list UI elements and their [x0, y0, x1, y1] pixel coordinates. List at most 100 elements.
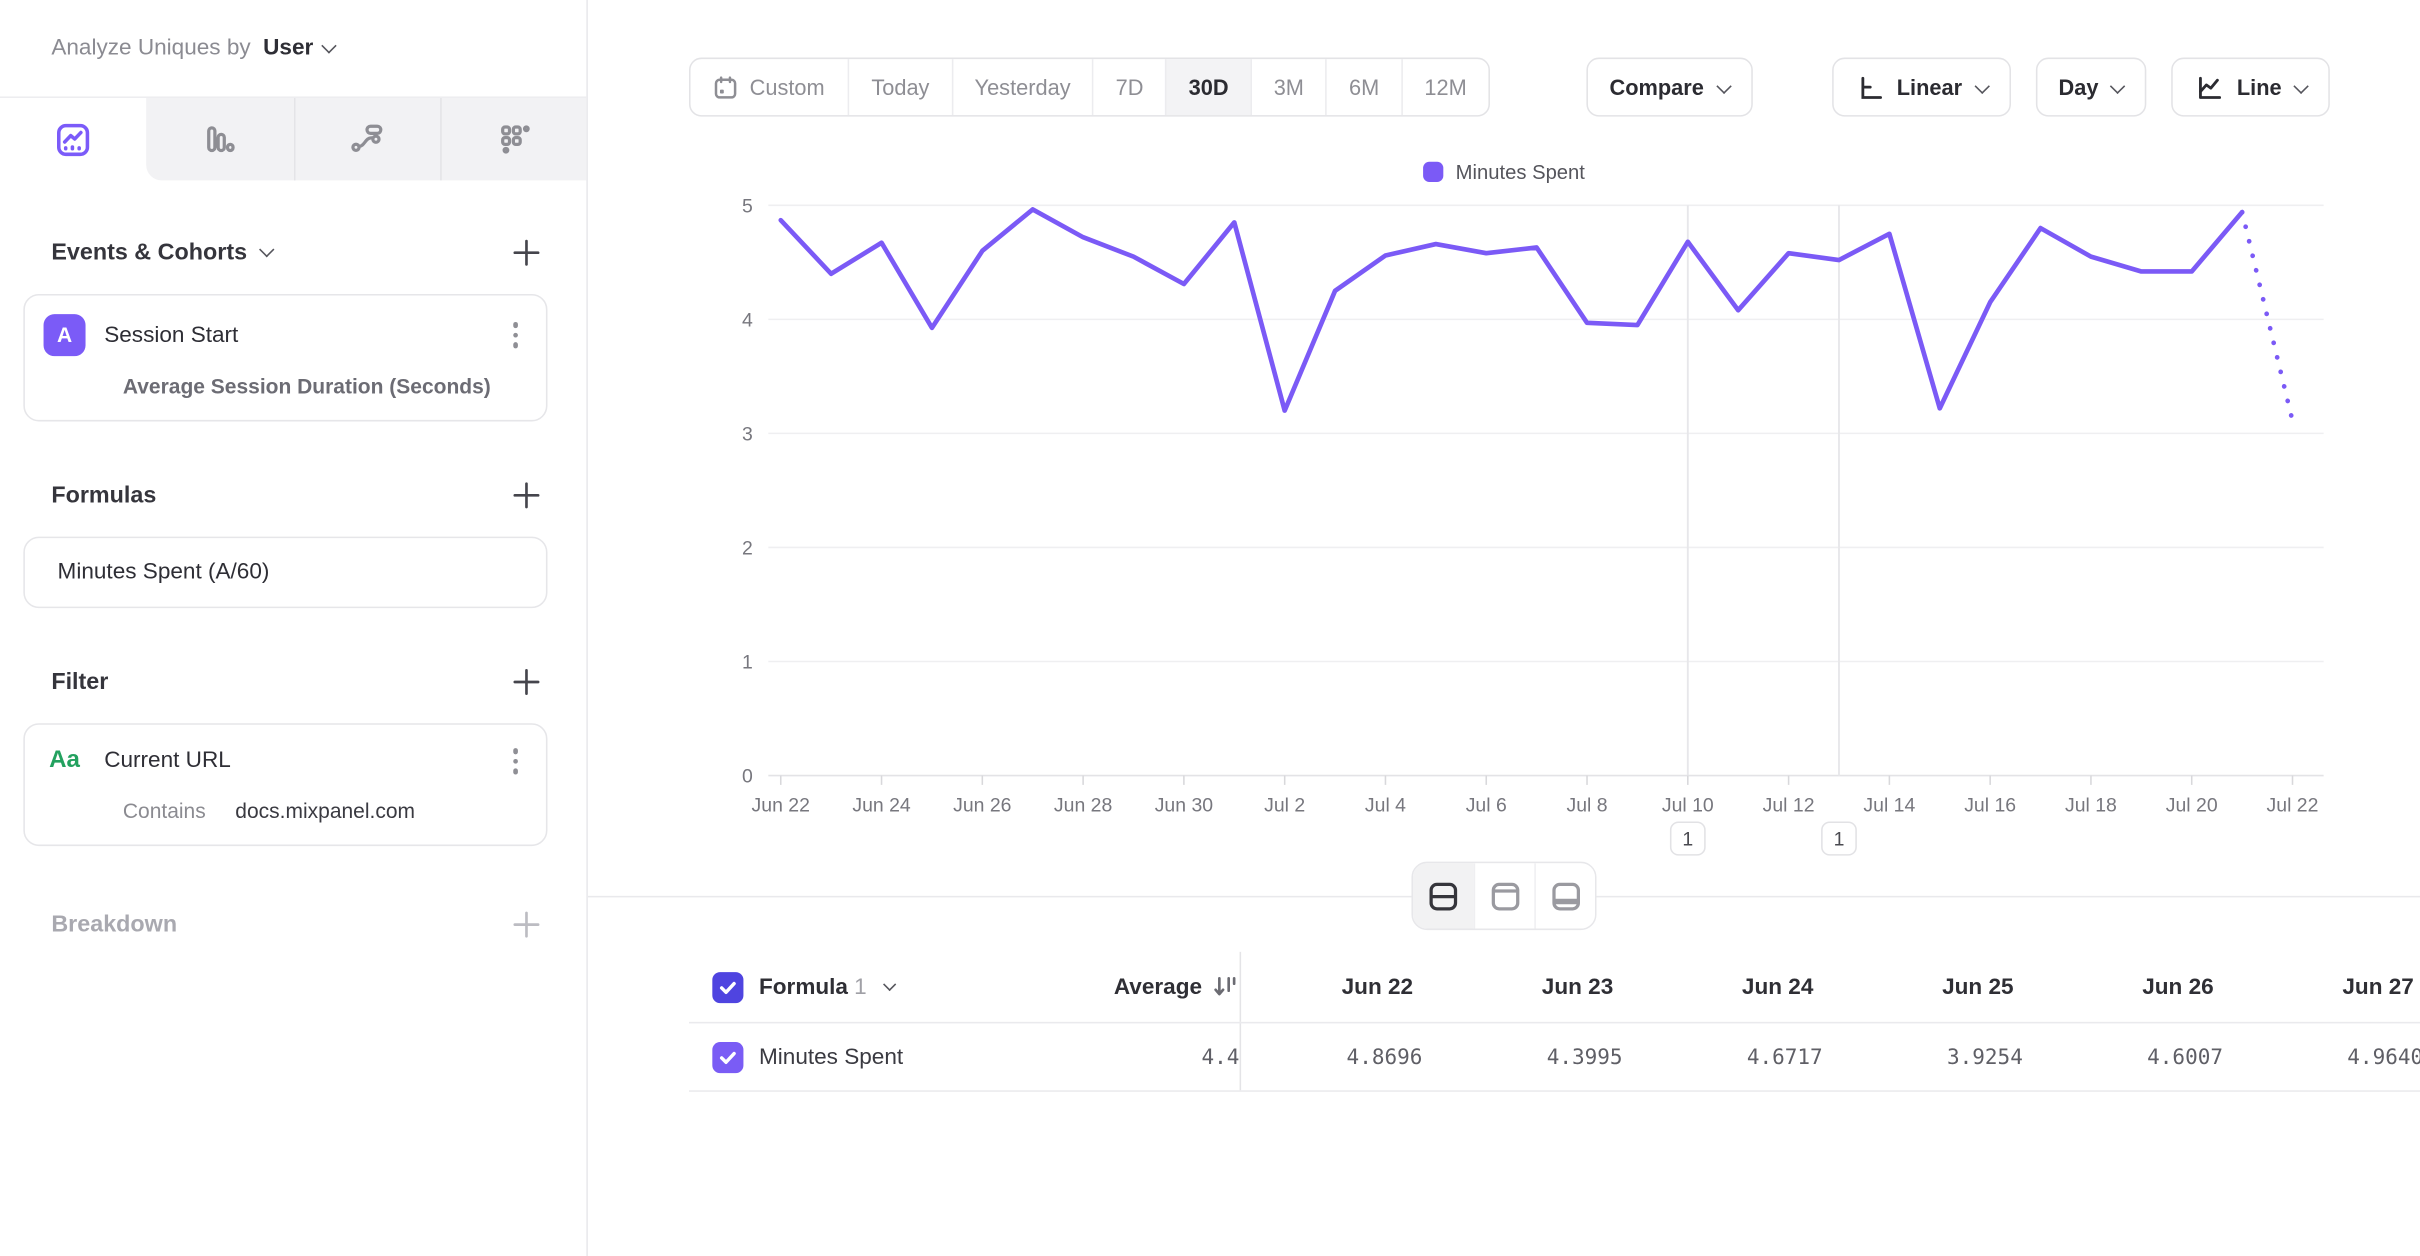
range-option-6m[interactable]: 6M — [1325, 59, 1401, 116]
x-axis-label-jul-8: Jul 8 — [1566, 794, 1607, 816]
results-table: Formula 1 Average Jun 22 Jun 23 Jun 24 Jun 2… — [688, 951, 2420, 1092]
filter-operator[interactable]: Contains — [122, 798, 206, 822]
split-view-icon — [1429, 882, 1458, 910]
cell-value-jun-22: 4.8696 — [1346, 1044, 1423, 1070]
layout-chart-view-button[interactable] — [1473, 863, 1535, 929]
column-header-jun-26[interactable]: Jun 26 — [2142, 974, 2214, 1000]
date-range-segmented-control: Custom Today Yesterday 7D 30D 3M 6M 12M — [688, 57, 1491, 117]
events-section-title-wrap[interactable]: Events & Cohorts — [51, 239, 275, 265]
x-axis-label-jun-22: Jun 22 — [752, 794, 810, 816]
check-icon — [719, 981, 736, 994]
formula-checkbox[interactable] — [712, 971, 744, 1003]
tab-insights-line[interactable] — [0, 98, 147, 180]
add-event-button[interactable] — [509, 235, 543, 269]
event-card-session-start[interactable]: A Session Start Average Session Duration… — [23, 293, 548, 422]
add-formula-button[interactable] — [509, 477, 543, 511]
insights-line-chart-icon — [57, 123, 90, 156]
layout-table-view-button[interactable] — [1534, 863, 1595, 929]
filter-section-title: Filter — [51, 668, 109, 695]
tab-flows[interactable] — [293, 97, 440, 181]
column-header-jun-22[interactable]: Jun 22 — [1341, 974, 1414, 1000]
annotation-badge-1 — [1821, 821, 1857, 856]
formulas-section-title: Formulas — [51, 481, 157, 508]
formula-header-dropdown[interactable]: Formula 1 — [759, 974, 867, 999]
add-filter-button[interactable] — [509, 664, 543, 698]
chart-type-dropdown[interactable]: Line — [2171, 57, 2330, 117]
x-axis-label-jun-28: Jun 28 — [1054, 794, 1112, 816]
formulas-section-header: Formulas — [23, 477, 547, 511]
layout-split-view-button[interactable] — [1412, 863, 1474, 929]
range-option-30d[interactable]: 30D — [1165, 59, 1251, 116]
annotation-badge-label-0[interactable]: 1 — [1682, 829, 1693, 851]
event-options-kebab-icon[interactable] — [503, 318, 527, 353]
interval-dropdown[interactable]: Day — [2035, 57, 2147, 117]
calendar-icon — [714, 75, 737, 98]
average-value: 4.4 — [1201, 1044, 1240, 1070]
range-option-7d[interactable]: 7D — [1092, 59, 1165, 116]
range-option-yesterday[interactable]: Yesterday — [951, 59, 1092, 116]
column-header-jun-23[interactable]: Jun 23 — [1541, 974, 1614, 1000]
table-view-icon — [1551, 882, 1580, 910]
plus-icon — [512, 238, 539, 265]
formula-card[interactable]: Minutes Spent (A/60) — [23, 536, 548, 609]
chart-legend: Minutes Spent — [588, 160, 2420, 184]
breakdown-section-header: Breakdown — [23, 908, 547, 942]
chevron-down-icon — [1715, 77, 1731, 94]
series-line-incomplete-segment — [2239, 209, 2295, 424]
series-checkbox[interactable] — [712, 1041, 744, 1073]
y-axis-label-5: 5 — [742, 195, 753, 217]
scale-dropdown[interactable]: Linear — [1831, 57, 2011, 117]
column-header-jun-25[interactable]: Jun 25 — [1942, 974, 2014, 1000]
table-data-row[interactable]: Minutes Spent 4.4 4.8696 4.3995 4.6717 3.92… — [688, 1023, 2420, 1092]
compare-button[interactable]: Compare — [1586, 57, 1753, 117]
series-line-minutes-spent — [778, 207, 2245, 413]
formula-name: Minutes Spent (A/60) — [57, 559, 270, 585]
report-main: Custom Today Yesterday 7D 30D 3M 6M 12M Compare… — [587, 0, 2420, 1256]
bar-chart-icon — [206, 126, 235, 153]
visualization-tabs — [0, 96, 587, 181]
analyze-by-dropdown[interactable]: User — [263, 36, 338, 61]
filter-property-name: Current URL — [104, 748, 231, 774]
flows-icon — [350, 124, 382, 152]
tab-grid-metrics[interactable] — [439, 97, 587, 181]
annotation-badge-label-1[interactable]: 1 — [1834, 829, 1845, 851]
sort-descending-icon[interactable] — [1213, 974, 1239, 1000]
column-header-jun-27[interactable]: Jun 27 — [2342, 974, 2414, 1000]
compare-label: Compare — [1609, 74, 1704, 100]
chart-toolbar: Custom Today Yesterday 7D 30D 3M 6M 12M Compare… — [688, 57, 2330, 117]
interval-label: Day — [2058, 74, 2099, 100]
check-icon — [719, 1051, 736, 1064]
chevron-down-icon — [2293, 77, 2309, 94]
x-axis-label-jul-14: Jul 14 — [1863, 794, 1915, 816]
range-option-custom[interactable]: Custom — [691, 59, 848, 115]
chevron-down-icon — [2110, 77, 2126, 94]
x-axis-label-jul-6: Jul 6 — [1466, 794, 1507, 816]
range-option-3m[interactable]: 3M — [1250, 59, 1325, 116]
x-axis-label-jul-20: Jul 20 — [2166, 794, 2218, 816]
chevron-down-icon — [1973, 77, 1990, 94]
query-builder-sidebar: Analyze Uniques by User — [0, 0, 588, 1256]
tab-bar-chart[interactable] — [146, 97, 294, 181]
event-aggregation[interactable]: Average Session Duration (Seconds) — [122, 374, 491, 399]
x-axis-label-jul-10: Jul 10 — [1662, 794, 1714, 816]
x-axis-label-jul-18: Jul 18 — [2065, 794, 2117, 816]
filter-options-kebab-icon[interactable] — [503, 743, 527, 778]
average-column-header: Average — [1113, 974, 1203, 1000]
sidebar-body: Events & Cohorts A Session Start Average… — [0, 235, 586, 942]
filter-card-current-url[interactable]: Aa Current URL Contains docs.mixpanel.co… — [23, 723, 548, 846]
grid-dots-icon — [500, 125, 530, 154]
column-header-jun-24[interactable]: Jun 24 — [1741, 974, 1814, 1000]
analyze-header: Analyze Uniques by User — [0, 0, 586, 96]
line-chart[interactable]: 5 4 3 2 1 0 1 1 Jun 22 Jun 24 Jun 26 Jun 28 Jun 30 Ju… — [588, 149, 2420, 886]
range-option-today[interactable]: Today — [848, 59, 951, 116]
cell-value-jun-26: 4.6007 — [2147, 1044, 2224, 1070]
chart-controls: Compare Linear Day Line — [1586, 57, 2330, 117]
range-option-12m[interactable]: 12M — [1401, 59, 1488, 116]
cell-value-jun-24: 4.6717 — [1746, 1044, 1823, 1070]
formula-header-index: 1 — [854, 974, 867, 1000]
filter-value[interactable]: docs.mixpanel.com — [235, 798, 416, 822]
scale-label: Linear — [1896, 74, 1963, 100]
event-letter-badge: A — [43, 314, 86, 357]
add-breakdown-button[interactable] — [509, 908, 543, 942]
